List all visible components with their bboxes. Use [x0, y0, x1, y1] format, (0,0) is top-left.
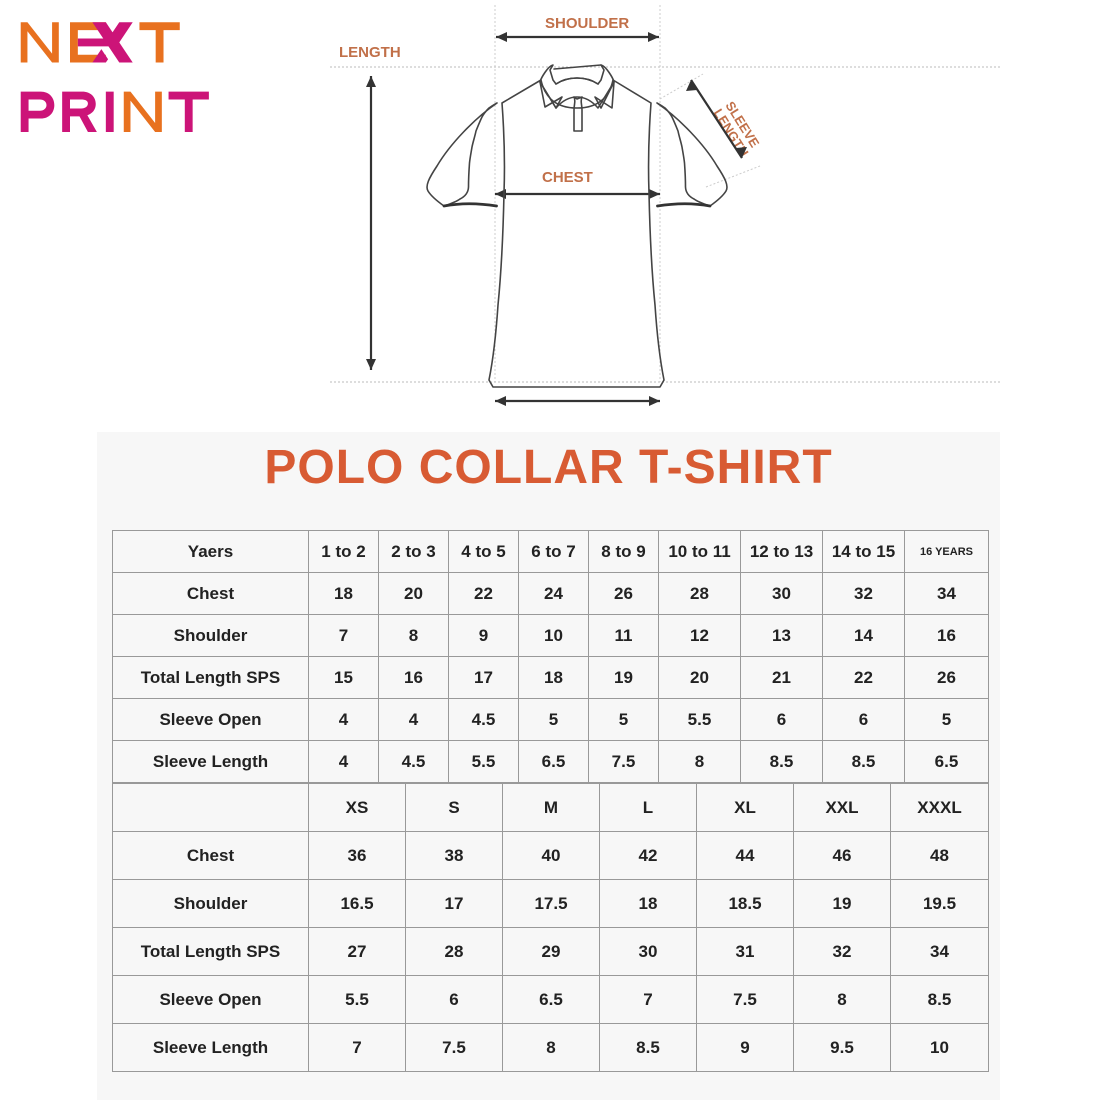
svg-text:LENGTH: LENGTH	[339, 44, 401, 61]
svg-text:SHOULDER: SHOULDER	[545, 15, 629, 32]
svg-text:CHEST: CHEST	[542, 169, 593, 186]
